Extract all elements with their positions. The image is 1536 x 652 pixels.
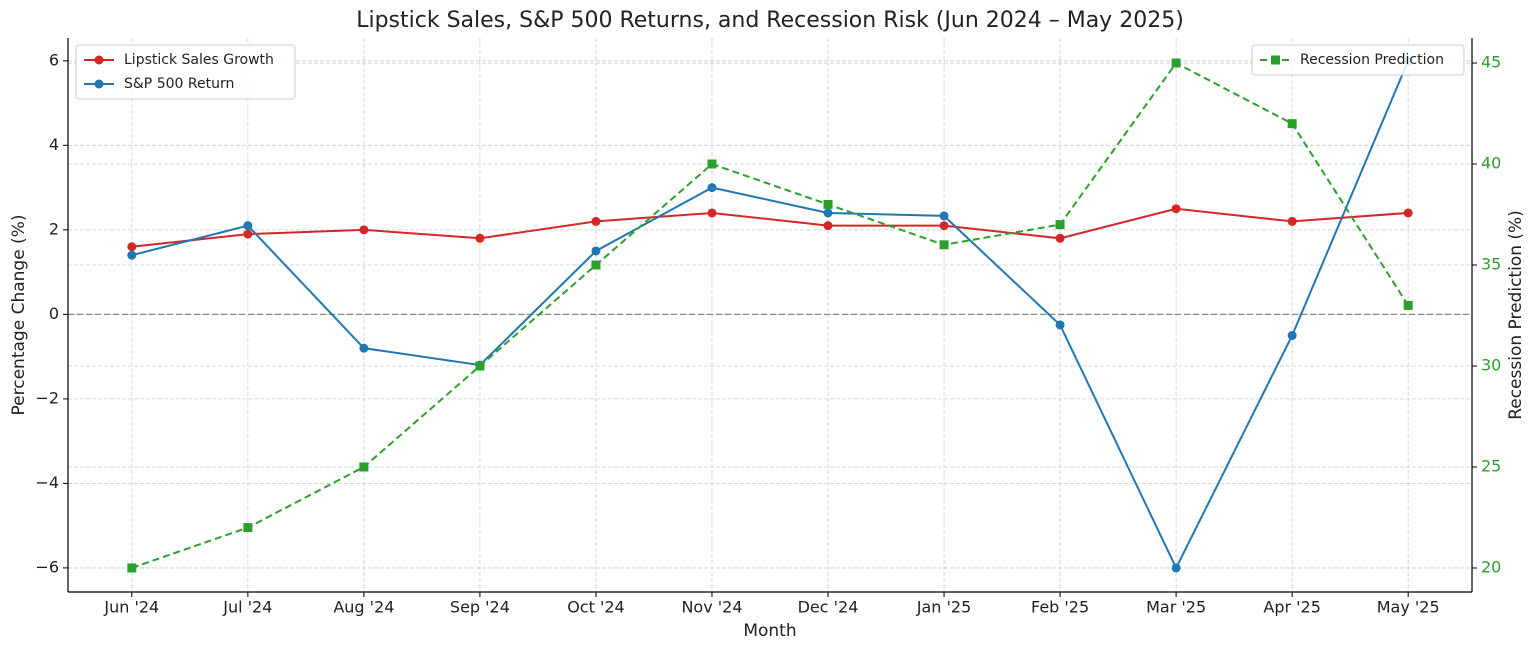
point bbox=[359, 225, 369, 235]
x-tick-label: Dec '24 bbox=[798, 598, 859, 617]
point bbox=[359, 462, 369, 472]
legend-label: Lipstick Sales Growth bbox=[124, 52, 274, 68]
x-tick-label: Jun '24 bbox=[103, 598, 159, 617]
point bbox=[127, 242, 137, 252]
x-tick-label: Oct '24 bbox=[567, 598, 625, 617]
series-line bbox=[131, 61, 1410, 569]
grid: −6 −4 −2 0 2 4 6 20 25 30 35 40 45 Jun '24 Jul '24 Aug … bbox=[35, 38, 1501, 617]
point bbox=[1287, 119, 1297, 129]
point bbox=[475, 233, 485, 243]
point bbox=[823, 208, 833, 218]
y2-tick-label: 40 bbox=[1481, 154, 1501, 173]
y2-tick-label: 20 bbox=[1481, 557, 1501, 576]
y2-tick-label: 25 bbox=[1481, 456, 1501, 475]
point bbox=[1287, 330, 1297, 340]
x-tick-label: Aug '24 bbox=[333, 598, 394, 617]
point bbox=[823, 221, 833, 231]
y2-tick-label: 35 bbox=[1481, 255, 1501, 274]
plot bbox=[127, 56, 1413, 573]
x-tick-label: Mar '25 bbox=[1146, 598, 1206, 617]
y-axis-label: Percentage Change (%) bbox=[9, 215, 29, 416]
point bbox=[707, 183, 717, 193]
legend-marker bbox=[1271, 55, 1280, 65]
y-tick-label: −2 bbox=[35, 388, 59, 407]
y-tick-label: 6 bbox=[49, 50, 59, 69]
point bbox=[1055, 220, 1065, 230]
point bbox=[1403, 300, 1413, 310]
x-tick-label: Nov '24 bbox=[681, 598, 742, 617]
legend-marker bbox=[94, 55, 104, 65]
point bbox=[707, 208, 717, 218]
point bbox=[243, 523, 253, 533]
x-tick-label: Apr '25 bbox=[1263, 598, 1321, 617]
y-tick-label: −4 bbox=[35, 473, 59, 492]
point bbox=[707, 159, 717, 169]
legend-label: S&P 500 Return bbox=[124, 76, 234, 92]
point bbox=[243, 229, 253, 239]
series-line bbox=[131, 60, 1410, 571]
point bbox=[939, 211, 949, 221]
chart-title: Lipstick Sales, S&P 500 Returns, and Rec… bbox=[356, 8, 1184, 33]
x-tick-label: Jul '24 bbox=[222, 598, 272, 617]
point bbox=[1171, 563, 1181, 573]
point bbox=[939, 240, 949, 250]
point bbox=[1171, 58, 1181, 68]
point bbox=[1055, 233, 1065, 243]
series-line bbox=[131, 207, 1409, 248]
point bbox=[591, 216, 601, 226]
y2-axis-label: Recession Prediction (%) bbox=[1506, 210, 1526, 420]
y2-tick-label: 45 bbox=[1481, 53, 1501, 72]
x-tick-label: May '25 bbox=[1377, 598, 1440, 617]
x-tick-label: Sep '24 bbox=[450, 598, 510, 617]
y2-tick-label: 30 bbox=[1481, 355, 1501, 374]
point bbox=[127, 563, 137, 573]
y-tick-label: 4 bbox=[49, 135, 59, 154]
point bbox=[591, 246, 601, 256]
legend: Lipstick Sales Growth S&P 500 Return Reces… bbox=[75, 44, 1465, 100]
point bbox=[1171, 204, 1181, 214]
legend-marker bbox=[94, 79, 104, 89]
x-axis-label: Month bbox=[743, 621, 796, 641]
point bbox=[127, 250, 137, 260]
point bbox=[1403, 208, 1413, 218]
y-tick-label: 0 bbox=[49, 304, 59, 323]
point bbox=[359, 343, 369, 353]
point bbox=[243, 221, 253, 231]
legend-label: Recession Prediction bbox=[1300, 52, 1444, 68]
point bbox=[591, 260, 601, 270]
legend-box bbox=[1251, 44, 1465, 76]
point bbox=[1055, 320, 1065, 330]
point bbox=[475, 361, 485, 371]
point bbox=[939, 221, 949, 231]
x-tick-label: Feb '25 bbox=[1031, 598, 1089, 617]
x-tick-label: Jan '25 bbox=[916, 598, 972, 617]
legend-box bbox=[75, 44, 296, 100]
point bbox=[823, 199, 833, 209]
point bbox=[1287, 216, 1297, 226]
y-tick-label: 2 bbox=[49, 219, 59, 238]
y-tick-label: −6 bbox=[35, 557, 59, 576]
